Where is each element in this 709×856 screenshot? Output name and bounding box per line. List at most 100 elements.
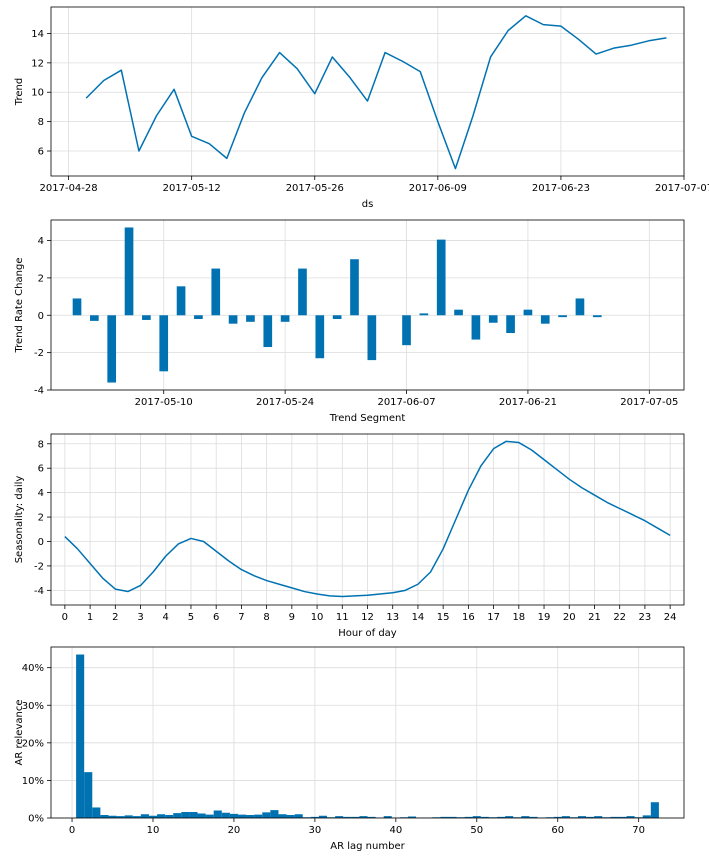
bar xyxy=(92,807,101,818)
chart-panel-4: 0 10 20 30 40 50 60 70 0% 10% 20% 30% 40% AR lag numb… xyxy=(14,646,685,852)
bar xyxy=(529,816,538,818)
bar xyxy=(159,315,169,372)
y-tick-label: 0 xyxy=(38,537,44,548)
y-tick-label: 6 xyxy=(38,147,44,158)
bar xyxy=(286,814,295,818)
bar xyxy=(577,816,587,818)
bar xyxy=(497,816,506,818)
bar xyxy=(189,811,198,818)
x-tick-label: 2017-07-05 xyxy=(620,397,678,408)
y-tick-label: 4 xyxy=(38,488,44,499)
y-tick-label: 20% xyxy=(22,738,44,749)
y-axis-label: Seasonality: daily xyxy=(14,476,25,564)
y-tick-label: -4 xyxy=(34,386,44,397)
bar xyxy=(488,315,498,323)
y-tick-label: 30% xyxy=(22,701,44,712)
bar xyxy=(335,816,344,818)
x-tick-label: 3 xyxy=(137,612,143,623)
y-tick-label: 2 xyxy=(38,513,44,524)
bar xyxy=(254,814,263,818)
x-tick-label: 2017-05-24 xyxy=(256,397,314,408)
x-axis-label: Hour of day xyxy=(338,628,397,639)
bar xyxy=(90,315,99,321)
x-tick-label: 15 xyxy=(437,612,450,623)
bar xyxy=(592,315,602,318)
x-tick-label: 2 xyxy=(112,612,118,623)
bar xyxy=(270,810,279,818)
bar xyxy=(650,802,659,818)
bar xyxy=(471,315,481,340)
bar xyxy=(383,816,392,818)
bar xyxy=(558,315,567,318)
bar xyxy=(124,815,133,818)
bar xyxy=(132,816,141,818)
bar xyxy=(157,814,166,818)
x-tick-label: 9 xyxy=(289,612,295,623)
bar xyxy=(108,815,117,818)
axes-frame xyxy=(50,646,685,819)
bar xyxy=(221,812,230,818)
bar xyxy=(310,816,319,818)
x-tick-label: 19 xyxy=(538,612,551,623)
bar xyxy=(116,816,125,818)
bar xyxy=(140,814,149,818)
y-tick-label: -4 xyxy=(34,586,44,597)
bar xyxy=(472,816,481,818)
bar xyxy=(124,227,134,316)
bar xyxy=(594,816,603,818)
x-tick-label: 7 xyxy=(238,612,244,623)
axes-frame xyxy=(50,219,685,391)
bar xyxy=(454,309,463,316)
bar xyxy=(280,315,290,322)
bar xyxy=(523,309,533,316)
bar xyxy=(610,816,619,818)
x-tick-label: 10 xyxy=(147,825,160,836)
bar xyxy=(237,814,247,818)
bar xyxy=(419,313,429,316)
y-tick-label: 40% xyxy=(22,663,44,674)
x-tick-label: 60 xyxy=(551,825,564,836)
bar xyxy=(586,816,595,818)
bar xyxy=(575,298,585,316)
bar xyxy=(618,816,627,818)
axes-frame xyxy=(50,6,685,177)
series-line xyxy=(85,15,667,170)
axes-frame xyxy=(50,433,685,606)
bar xyxy=(142,315,151,320)
bar xyxy=(351,816,360,818)
bar xyxy=(561,816,570,818)
x-tick-label: 50 xyxy=(470,825,483,836)
y-tick-label: 0% xyxy=(28,814,44,825)
x-tick-label: 40 xyxy=(389,825,402,836)
bar xyxy=(480,816,489,818)
x-tick-label: 10 xyxy=(311,612,324,623)
y-tick-label: 12 xyxy=(31,58,44,69)
y-tick-label: 8 xyxy=(38,439,44,450)
x-tick-label: 22 xyxy=(613,612,626,623)
x-tick-label: 20 xyxy=(563,612,576,623)
bar xyxy=(343,816,352,818)
bar xyxy=(294,814,303,818)
chart-panel-3: 0 1 2 3 4 5 6 7 8 9 10 11 12 13 14 15 16 17 18 19 20 21 22 23 24… xyxy=(14,433,685,639)
bar xyxy=(197,813,206,818)
bar xyxy=(506,315,515,334)
x-tick-label: 20 xyxy=(228,825,241,836)
bar xyxy=(407,816,417,818)
bar xyxy=(213,810,222,818)
x-tick-label: 12 xyxy=(361,612,374,623)
bar xyxy=(181,811,190,818)
x-tick-label: 2017-06-09 xyxy=(409,183,467,194)
x-tick-label: 0 xyxy=(69,825,75,836)
x-tick-label: 1 xyxy=(87,612,93,623)
bar xyxy=(100,814,109,818)
x-tick-label: 2017-06-21 xyxy=(499,397,557,408)
x-tick-label: 2017-07-07 xyxy=(655,183,709,194)
bar xyxy=(246,315,255,322)
bar xyxy=(211,268,221,316)
bar xyxy=(263,315,273,348)
bar xyxy=(332,315,342,320)
x-tick-label: 23 xyxy=(639,612,652,623)
x-tick-label: 70 xyxy=(632,825,645,836)
bar xyxy=(84,772,93,818)
y-tick-label: 14 xyxy=(31,29,44,40)
